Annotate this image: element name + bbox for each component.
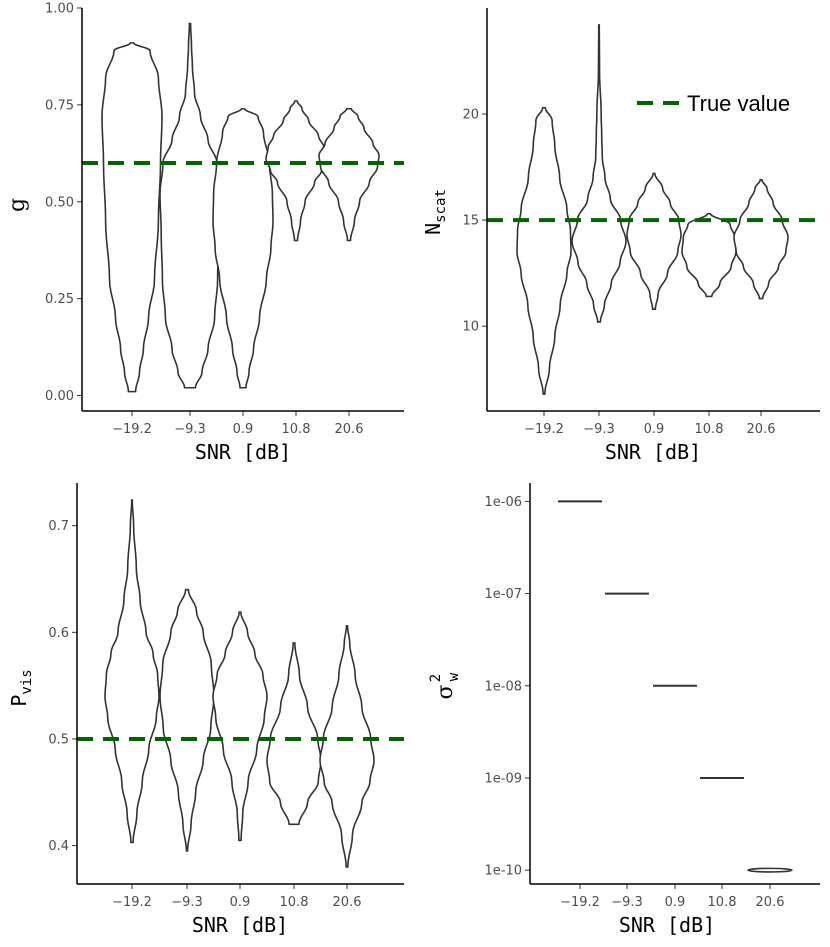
x-tick-label-pvis-4: 20.6 bbox=[333, 895, 362, 910]
x-tick-label-nscat-4: 20.6 bbox=[747, 422, 776, 437]
violin-g-3 bbox=[265, 100, 327, 242]
y-tick-label-g-0: 0.00 bbox=[45, 389, 74, 404]
y-tick-label-pvis-1: 0.5 bbox=[48, 732, 69, 747]
x-tick-label-g-2: 0.9 bbox=[233, 422, 254, 437]
y-tick-label-sigma-1: 1e-09 bbox=[484, 771, 522, 786]
violin-g-4 bbox=[318, 107, 380, 242]
x-tick-label-sigma-4: 20.6 bbox=[756, 895, 785, 910]
svg-text:w: w bbox=[446, 672, 462, 681]
x-tick-label-pvis-0: −19.2 bbox=[112, 895, 152, 910]
y-axis-title-g: g bbox=[5, 198, 30, 212]
svg-text:2: 2 bbox=[428, 674, 444, 682]
x-tick-label-nscat-2: 0.9 bbox=[644, 422, 665, 437]
y-axis-title-sigma: σ 2 w bbox=[428, 672, 462, 699]
violin-sigma-4 bbox=[747, 867, 793, 873]
x-tick-label-pvis-1: −9.3 bbox=[171, 895, 203, 910]
violin-pvis-4 bbox=[319, 625, 375, 868]
y-tick-label-nscat-2: 20 bbox=[462, 108, 479, 123]
y-tick-label-sigma-2: 1e-08 bbox=[484, 679, 522, 694]
x-tick-label-sigma-1: −9.3 bbox=[611, 895, 643, 910]
plot-area-sigma: 1e-10 1e-09 1e-08 1e-07 1e-06 −19.2 −9.3 0.9 10.… bbox=[484, 495, 793, 910]
plot-area-g: 0.00 0.25 0.50 0.75 1.00 −19.2 −9.3 0.9 10.8 20.6 bbox=[45, 2, 404, 437]
violin-pvis-3 bbox=[266, 642, 322, 826]
violin-g-2 bbox=[212, 107, 274, 389]
plot-area-nscat: 10 15 20 −19.2 −9.3 0.9 10.8 20.6 bbox=[462, 24, 820, 437]
y-tick-label-g-1: 0.25 bbox=[45, 292, 74, 307]
x-tick-label-g-4: 20.6 bbox=[335, 422, 364, 437]
y-tick-label-nscat-0: 10 bbox=[462, 320, 479, 335]
y-tick-label-pvis-3: 0.7 bbox=[48, 519, 69, 534]
violin-nscat-2 bbox=[626, 172, 682, 310]
panel-pvis: 0.4 0.5 0.6 0.7 −19.2 −9.3 0.9 10.8 20.6 SNR [dB… bbox=[7, 483, 404, 937]
violin-pvis-2 bbox=[212, 611, 268, 842]
y-tick-label-nscat-1: 15 bbox=[462, 214, 479, 229]
x-tick-label-sigma-3: 10.8 bbox=[708, 895, 737, 910]
svg-text:σ: σ bbox=[433, 684, 458, 699]
x-tick-label-nscat-1: −9.3 bbox=[583, 422, 615, 437]
violin-g-0 bbox=[101, 42, 163, 393]
y-tick-label-g-2: 0.50 bbox=[45, 195, 74, 210]
y-tick-label-sigma-3: 1e-07 bbox=[484, 587, 522, 602]
panel-nscat: 10 15 20 −19.2 −9.3 0.9 10.8 20.6 SNR [dB] Nsca… bbox=[421, 8, 820, 464]
y-axis-title-nscat: Nscat bbox=[421, 189, 449, 235]
violin-nscat-4 bbox=[733, 179, 789, 300]
legend: True value bbox=[637, 91, 790, 116]
x-axis-title-g: SNR [dB] bbox=[195, 440, 291, 464]
x-axis-title-sigma: SNR [dB] bbox=[619, 913, 715, 937]
violin-nscat-1 bbox=[571, 24, 627, 323]
y-tick-label-pvis-0: 0.4 bbox=[48, 839, 69, 854]
x-tick-label-g-1: −9.3 bbox=[174, 422, 206, 437]
x-tick-label-nscat-3: 10.8 bbox=[695, 422, 724, 437]
violin-pvis-0 bbox=[104, 499, 160, 844]
y-tick-label-pvis-2: 0.6 bbox=[48, 626, 69, 641]
y-tick-label-g-3: 0.75 bbox=[45, 98, 74, 113]
y-tick-label-sigma-0: 1e-10 bbox=[484, 864, 522, 879]
panel-sigma: 1e-10 1e-09 1e-08 1e-07 1e-06 −19.2 −9.3 0.9 10.… bbox=[428, 483, 820, 937]
x-axis-title-pvis: SNR [dB] bbox=[192, 913, 288, 937]
x-axis-title-nscat: SNR [dB] bbox=[605, 440, 701, 464]
x-tick-label-sigma-2: 0.9 bbox=[665, 895, 686, 910]
x-tick-label-pvis-2: 0.9 bbox=[230, 895, 251, 910]
y-tick-label-sigma-4: 1e-06 bbox=[484, 495, 522, 510]
x-tick-label-nscat-0: −19.2 bbox=[524, 422, 564, 437]
violin-nscat-3 bbox=[681, 212, 737, 298]
legend-label-true-value: True value bbox=[687, 91, 790, 116]
violin-nscat-0 bbox=[516, 106, 572, 395]
x-tick-label-g-0: −19.2 bbox=[112, 422, 152, 437]
violin-g-1 bbox=[159, 22, 221, 389]
x-tick-label-sigma-0: −19.2 bbox=[560, 895, 600, 910]
x-tick-label-pvis-3: 10.8 bbox=[280, 895, 309, 910]
panel-g: 0.00 0.25 0.50 0.75 1.00 −19.2 −9.3 0.9 10.8 20.6… bbox=[5, 2, 404, 464]
plot-area-pvis: 0.4 0.5 0.6 0.7 −19.2 −9.3 0.9 10.8 20.6 bbox=[48, 499, 404, 910]
y-tick-label-g-4: 1.00 bbox=[45, 2, 74, 17]
violin-pvis-1 bbox=[159, 588, 215, 852]
x-tick-label-g-3: 10.8 bbox=[282, 422, 311, 437]
y-axis-title-pvis: Pvis bbox=[7, 669, 35, 706]
